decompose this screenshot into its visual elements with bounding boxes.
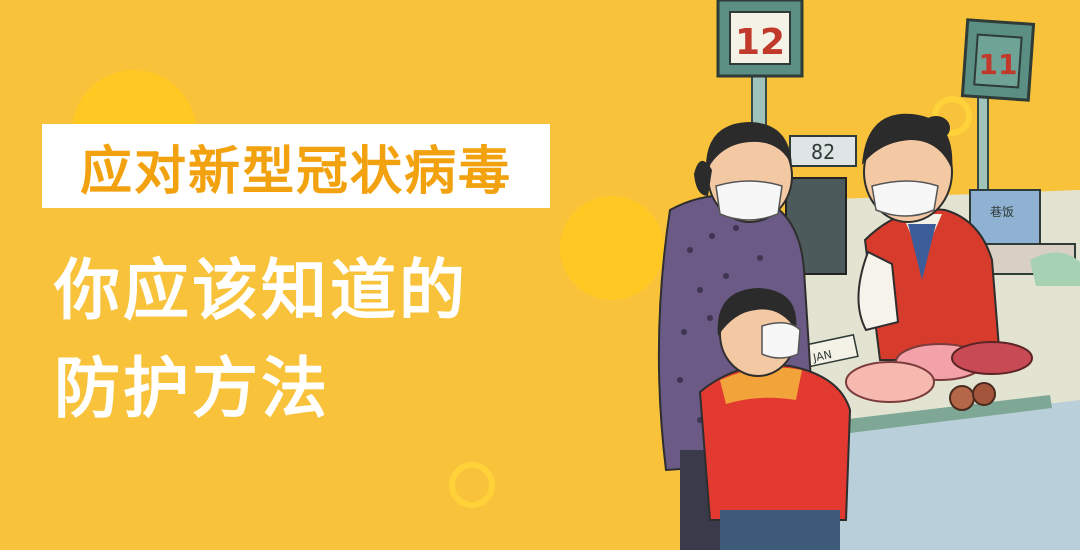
scale-display-value: 82 xyxy=(811,140,835,164)
counter-sign-left: 12 xyxy=(716,0,804,78)
shelf-box-label: 巷饭 xyxy=(990,205,1014,219)
counter-food: JAN xyxy=(801,333,1033,411)
shelf-box: 巷饭 xyxy=(969,189,1080,286)
cashier-figure xyxy=(857,113,1002,361)
counter-sign-right: 11 xyxy=(960,18,1036,102)
deco-circle-mid xyxy=(560,196,664,300)
headline-line-1: 你应该知道的 xyxy=(54,252,468,329)
counter-sign-left-number: 12 xyxy=(735,22,785,63)
headline-line-2: 防护方法 xyxy=(54,350,330,427)
child-figure xyxy=(698,288,852,550)
banner-title: 应对新型冠状病毒 xyxy=(79,141,512,202)
title-box: 应对新型冠状病毒 xyxy=(42,124,550,208)
deco-ring-bottom xyxy=(449,462,495,508)
paper-label: JAN xyxy=(811,348,833,365)
counter-sign-right-number: 11 xyxy=(979,48,1018,81)
market-checkout-illustration: 12 11 82 巷饭 xyxy=(657,0,1080,550)
counter-rail xyxy=(840,395,1052,434)
counter-shade xyxy=(820,400,1080,550)
deco-ring-top xyxy=(932,96,972,136)
